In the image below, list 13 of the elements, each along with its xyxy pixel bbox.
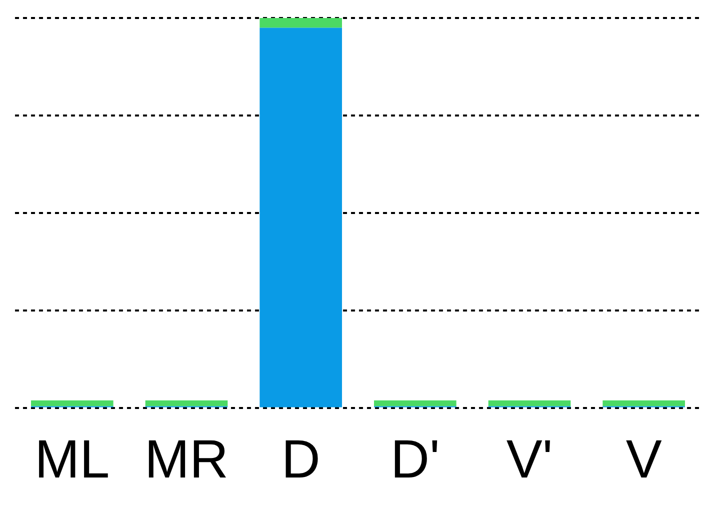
bar xyxy=(488,400,571,406)
bar xyxy=(602,400,685,406)
bar xyxy=(31,400,114,406)
bar xyxy=(260,28,342,408)
bar xyxy=(374,400,456,406)
x-tick-label: MR xyxy=(144,429,228,490)
x-tick-label: D' xyxy=(390,429,440,490)
bar xyxy=(260,18,342,28)
x-tick-label: V xyxy=(626,429,662,490)
x-tick-label: D xyxy=(281,429,320,490)
x-tick-label: ML xyxy=(34,429,110,490)
x-tick-label: V' xyxy=(506,429,553,490)
bar xyxy=(145,400,228,406)
